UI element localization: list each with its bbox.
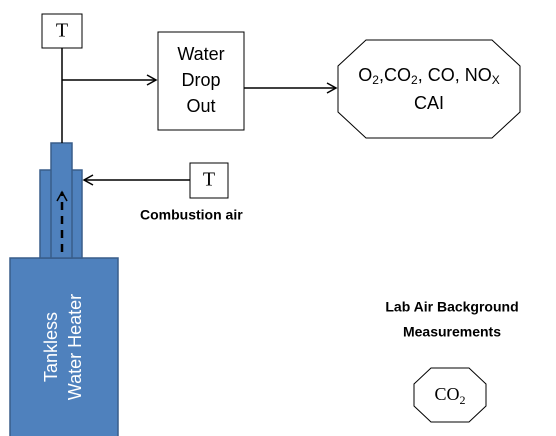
- water-drop-out: [157, 31, 245, 131]
- analyzer: [337, 39, 521, 139]
- combustion-air-label: Combustion air: [140, 207, 243, 223]
- subscript: X: [492, 73, 500, 87]
- text-segment: CAI: [414, 93, 444, 113]
- air-sensor: [189, 162, 229, 199]
- subscript: 2: [372, 73, 379, 87]
- text-segment: ,CO: [379, 65, 411, 85]
- subscript: 2: [411, 73, 418, 87]
- flue-sensor: [41, 13, 83, 49]
- text-segment: O: [358, 65, 372, 85]
- heater-body: [9, 257, 119, 436]
- heater-label-line: Tankless: [41, 312, 61, 382]
- water-drop-out-label: Out: [186, 96, 215, 116]
- flue-inner: [50, 142, 73, 259]
- background-title: Measurements: [403, 324, 501, 340]
- analyzer-label: O2,CO2, CO, NOX: [358, 65, 499, 87]
- air-sensor-label: T: [203, 169, 215, 191]
- analyzer-label: CAI: [414, 93, 444, 113]
- background-analyzer-label: CO2: [434, 384, 465, 407]
- heater-label-line: Water Heater: [65, 294, 85, 400]
- water-drop-out-label: Drop: [181, 70, 220, 90]
- background-analyzer: [413, 367, 487, 423]
- water-drop-out-label: Water: [177, 44, 224, 64]
- subscript: 2: [460, 393, 466, 407]
- heater-label: Tankless Water Heater: [41, 294, 85, 400]
- flue-sensor-label: T: [56, 20, 68, 42]
- text-segment: CO: [434, 384, 459, 404]
- text-segment: , CO, NO: [418, 65, 492, 85]
- background-title: Lab Air Background: [385, 299, 518, 315]
